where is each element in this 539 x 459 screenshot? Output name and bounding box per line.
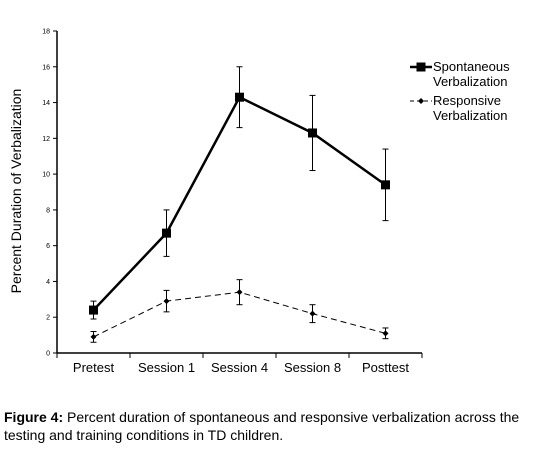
y-tick-label: 6 <box>46 243 50 250</box>
x-tick-label: Session 4 <box>211 360 268 375</box>
y-tick-label: 2 <box>46 315 50 322</box>
legend-label: Responsive <box>433 93 501 108</box>
legend-label: Verbalization <box>433 108 507 123</box>
series-spontaneous <box>89 66 390 320</box>
data-point-square <box>162 228 171 238</box>
x-tick-label: Session 1 <box>138 360 195 375</box>
legend-label: Verbalization <box>433 74 507 89</box>
y-tick-label: 4 <box>46 279 50 286</box>
x-tick-label: Session 8 <box>284 360 341 375</box>
series-layer <box>89 66 390 343</box>
data-point-square <box>235 92 244 102</box>
legend-marker-diamond <box>418 98 424 104</box>
series-responsive <box>90 279 389 343</box>
x-tick-label: Posttest <box>362 360 409 375</box>
data-point-diamond <box>163 298 170 305</box>
y-tick-label: 12 <box>42 136 50 143</box>
caption-text: Percent duration of spontaneous and resp… <box>4 409 520 443</box>
data-point-square <box>89 305 98 315</box>
y-tick-label: 18 <box>42 29 50 36</box>
y-tick-label: 8 <box>46 207 50 214</box>
data-point-diamond <box>382 330 389 337</box>
legend-marker-square <box>416 62 426 72</box>
data-point-diamond <box>309 310 316 317</box>
data-point-square <box>381 180 390 190</box>
line-chart: 0 2 4 6 8 10 12 14 16 18 Pretest Session 1 Session … <box>8 29 510 376</box>
figure-caption: Figure 4: Percent duration of spontaneou… <box>4 408 536 444</box>
data-point-diamond <box>236 289 243 296</box>
y-tick-label: 14 <box>42 100 50 107</box>
x-tick-label: Pretest <box>73 360 115 375</box>
series-line <box>92 95 387 311</box>
y-axis-ticks: 0 2 4 6 8 10 12 14 16 18 <box>42 29 57 358</box>
legend-label: Spontaneous <box>433 59 510 74</box>
caption-label: Figure 4: <box>4 409 64 425</box>
y-axis-label: Percent Duration of Verbalization <box>8 89 24 294</box>
y-tick-label: 0 <box>46 351 50 358</box>
data-point-square <box>308 128 317 138</box>
x-axis-ticks: Pretest Session 1 Session 4 Session 8 Postte… <box>56 353 423 375</box>
data-point-diamond <box>90 333 97 340</box>
y-tick-label: 10 <box>42 172 50 179</box>
y-tick-label: 16 <box>42 64 50 71</box>
legend: SpontaneousVerbalizationResponsiveVerbal… <box>410 59 510 123</box>
axes <box>56 31 422 354</box>
